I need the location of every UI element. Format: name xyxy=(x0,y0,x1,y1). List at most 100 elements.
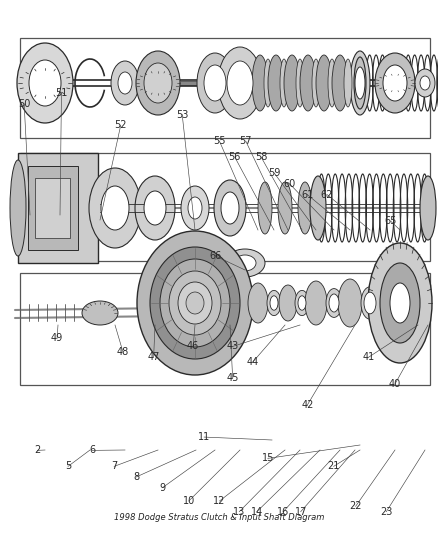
Ellipse shape xyxy=(187,197,201,219)
Ellipse shape xyxy=(267,55,283,111)
Ellipse shape xyxy=(374,53,414,113)
Ellipse shape xyxy=(29,60,61,106)
Ellipse shape xyxy=(354,67,364,99)
Text: 16: 16 xyxy=(276,507,289,516)
Text: 45: 45 xyxy=(226,374,238,383)
Ellipse shape xyxy=(233,255,255,271)
Bar xyxy=(28,166,78,250)
Text: 5: 5 xyxy=(65,462,71,471)
Ellipse shape xyxy=(197,53,233,113)
Text: 56: 56 xyxy=(228,152,240,162)
Ellipse shape xyxy=(136,51,180,115)
Text: 53: 53 xyxy=(176,110,188,119)
Text: 15: 15 xyxy=(261,454,273,463)
Text: 23: 23 xyxy=(379,507,392,516)
Text: 59: 59 xyxy=(268,168,280,178)
Text: 49: 49 xyxy=(51,334,63,343)
Ellipse shape xyxy=(419,76,429,90)
Ellipse shape xyxy=(177,282,212,324)
Ellipse shape xyxy=(169,271,220,335)
Text: 12: 12 xyxy=(213,496,225,506)
Ellipse shape xyxy=(353,57,365,109)
Ellipse shape xyxy=(343,59,351,107)
Ellipse shape xyxy=(367,243,431,363)
Ellipse shape xyxy=(218,47,261,119)
Text: 9: 9 xyxy=(159,483,165,492)
Text: 8: 8 xyxy=(133,472,139,482)
Ellipse shape xyxy=(327,59,335,107)
Text: 14: 14 xyxy=(250,507,262,516)
Ellipse shape xyxy=(277,182,291,234)
Text: 11: 11 xyxy=(198,432,210,442)
Text: 57: 57 xyxy=(239,136,251,146)
Ellipse shape xyxy=(294,290,308,316)
Ellipse shape xyxy=(269,296,277,310)
Ellipse shape xyxy=(325,288,341,317)
Ellipse shape xyxy=(279,285,297,321)
Bar xyxy=(35,178,70,238)
Ellipse shape xyxy=(279,59,287,107)
Ellipse shape xyxy=(389,283,409,323)
Ellipse shape xyxy=(225,249,265,277)
Ellipse shape xyxy=(379,263,419,343)
Ellipse shape xyxy=(304,281,326,325)
Ellipse shape xyxy=(382,65,406,101)
Ellipse shape xyxy=(118,72,132,94)
Text: 17: 17 xyxy=(294,507,306,516)
Text: 47: 47 xyxy=(147,352,159,362)
Ellipse shape xyxy=(337,279,361,327)
Text: 52: 52 xyxy=(114,120,127,130)
Ellipse shape xyxy=(213,180,245,236)
Text: 60: 60 xyxy=(283,179,295,189)
Ellipse shape xyxy=(349,51,369,115)
Text: 50: 50 xyxy=(18,99,30,109)
Ellipse shape xyxy=(111,61,139,105)
Text: 46: 46 xyxy=(187,342,199,351)
Text: 41: 41 xyxy=(362,352,374,362)
Ellipse shape xyxy=(137,231,252,375)
Ellipse shape xyxy=(150,247,240,359)
Ellipse shape xyxy=(331,55,347,111)
Text: 22: 22 xyxy=(349,502,361,511)
Ellipse shape xyxy=(309,176,325,240)
Ellipse shape xyxy=(17,43,73,123)
Ellipse shape xyxy=(295,59,303,107)
Text: 66: 66 xyxy=(208,251,221,261)
Ellipse shape xyxy=(186,292,204,314)
Bar xyxy=(18,153,98,263)
Text: 21: 21 xyxy=(327,462,339,471)
Text: 13: 13 xyxy=(233,507,245,516)
Text: 10: 10 xyxy=(182,496,194,506)
Text: 62: 62 xyxy=(320,190,332,199)
Ellipse shape xyxy=(144,191,166,225)
Ellipse shape xyxy=(297,182,311,234)
Ellipse shape xyxy=(226,61,252,105)
Ellipse shape xyxy=(419,176,435,240)
Text: 61: 61 xyxy=(300,190,313,199)
Ellipse shape xyxy=(315,55,331,111)
Ellipse shape xyxy=(266,290,280,316)
Text: 2: 2 xyxy=(34,446,40,455)
Text: 7: 7 xyxy=(111,462,117,471)
Text: 40: 40 xyxy=(388,379,400,389)
Ellipse shape xyxy=(135,176,175,240)
Ellipse shape xyxy=(89,168,141,248)
Text: 44: 44 xyxy=(246,358,258,367)
Text: 55: 55 xyxy=(213,136,225,146)
Ellipse shape xyxy=(159,259,230,347)
Ellipse shape xyxy=(82,301,118,325)
Ellipse shape xyxy=(283,55,299,111)
Ellipse shape xyxy=(299,55,315,111)
Ellipse shape xyxy=(144,63,172,103)
Ellipse shape xyxy=(220,192,238,224)
Text: 65: 65 xyxy=(384,216,396,226)
Ellipse shape xyxy=(204,65,226,101)
Ellipse shape xyxy=(101,186,129,230)
Ellipse shape xyxy=(10,160,26,256)
Ellipse shape xyxy=(263,59,272,107)
Ellipse shape xyxy=(247,283,267,323)
Text: 43: 43 xyxy=(226,342,238,351)
Ellipse shape xyxy=(180,186,208,230)
Ellipse shape xyxy=(251,55,267,111)
Text: 1998 Dodge Stratus Clutch & Input Shaft Diagram: 1998 Dodge Stratus Clutch & Input Shaft … xyxy=(113,513,323,522)
